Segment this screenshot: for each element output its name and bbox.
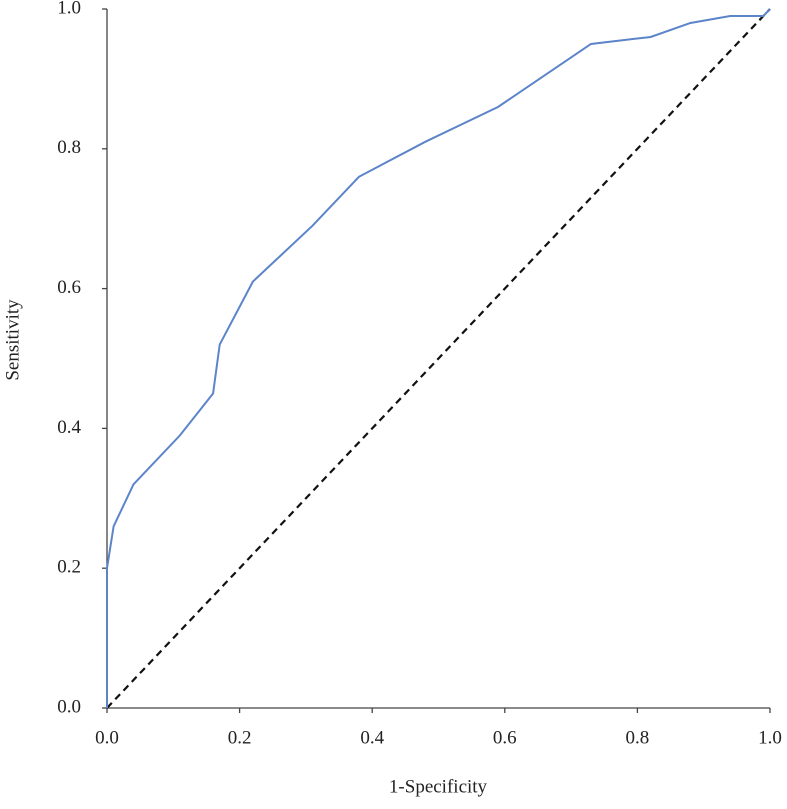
x-tick-label: 1.0 — [758, 727, 782, 748]
y-axis-title: Sensitivity — [2, 299, 23, 381]
y-tick-label: 1.0 — [57, 0, 81, 18]
x-tick-label: 0.4 — [360, 727, 384, 748]
reference-line — [106, 8, 771, 709]
y-tick-label: 0.4 — [57, 417, 81, 438]
x-tick-label: 0.6 — [493, 727, 517, 748]
x-tick-label: 0.8 — [626, 727, 650, 748]
x-tick-label: 0.0 — [95, 727, 119, 748]
y-tick-label: 0.8 — [57, 137, 81, 158]
y-tick-label: 0.0 — [57, 696, 81, 717]
y-tick-label: 0.2 — [57, 557, 81, 578]
roc-curve — [106, 8, 771, 708]
x-axis-title: 1-Specificity — [389, 776, 488, 797]
y-tick-label: 0.6 — [57, 277, 81, 298]
x-tick-label: 0.2 — [228, 727, 252, 748]
